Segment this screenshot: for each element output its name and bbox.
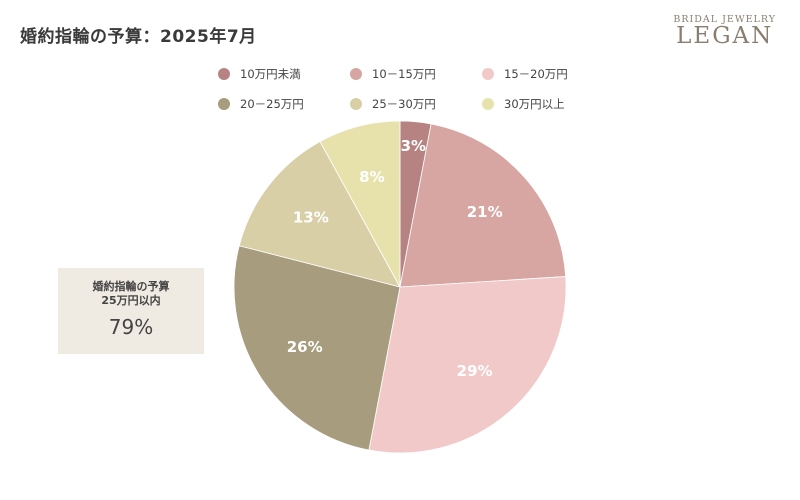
legend-label: 10万円未満 (240, 67, 301, 81)
legend-label: 20－25万円 (240, 97, 304, 111)
slice-value-label: 13% (293, 208, 329, 226)
brand-tagline: BRIDAL JEWELRY (673, 14, 776, 25)
pie-slice (399, 123, 567, 288)
pie-slice (238, 140, 401, 288)
legend-item: 10－15万円 (350, 66, 482, 82)
legend-swatch (350, 98, 362, 110)
legend-swatch (350, 68, 362, 80)
legend-item: 10万円未満 (218, 66, 350, 82)
legend-swatch (218, 98, 230, 110)
page-title: 婚約指輪の予算：2025年7月 (20, 27, 257, 47)
slice-value-label: 21% (467, 203, 503, 221)
legend-item: 15－20万円 (482, 66, 632, 82)
brand-logo: BRIDAL JEWELRY LEGAN (673, 14, 776, 49)
brand-name: LEGAN (676, 23, 774, 49)
callout-label-line2: 25万円以内 (101, 294, 161, 307)
legend-swatch (218, 68, 230, 80)
pie-slice (368, 276, 567, 454)
pie-slice (319, 120, 401, 288)
slice-value-label: 26% (287, 338, 323, 356)
legend-swatch (482, 68, 494, 80)
legend-item: 30万円以上 (482, 96, 632, 112)
callout-value: 79% (108, 315, 154, 339)
slice-value-label: 29% (457, 362, 493, 380)
legend-item: 25－30万円 (350, 96, 482, 112)
legend-swatch (482, 98, 494, 110)
slice-value-label: 8% (359, 168, 384, 186)
legend-label: 10－15万円 (372, 67, 436, 81)
callout-label-line1: 婚約指輪の予算 (92, 280, 170, 293)
budget-callout: 婚約指輪の予算 25万円以内 79% (58, 268, 204, 354)
legend-label: 15－20万円 (504, 67, 568, 81)
chart-legend: 10万円未満 10－15万円 15－20万円 20－25万円 25－30万円 30万円以上 (218, 66, 638, 112)
legend-label: 25－30万円 (372, 97, 436, 111)
legend-label: 30万円以上 (504, 97, 565, 111)
pie-slice (233, 245, 401, 451)
legend-item: 20－25万円 (218, 96, 350, 112)
slice-value-label: 3% (401, 137, 426, 155)
